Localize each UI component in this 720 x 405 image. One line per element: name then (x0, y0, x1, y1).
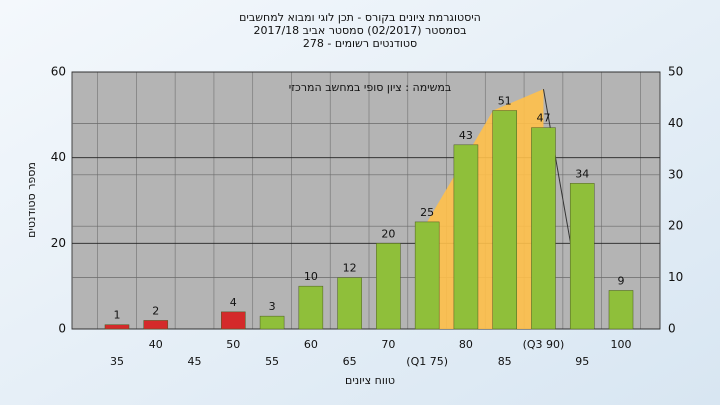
value-label: 2 (152, 304, 159, 317)
value-label: 3 (269, 300, 276, 313)
bar (376, 243, 401, 330)
y2-tick-label: 10 (668, 270, 683, 284)
value-label: 34 (575, 167, 589, 180)
bar (104, 324, 130, 330)
bar (259, 315, 285, 330)
value-label: 51 (498, 95, 512, 108)
y-tick-label: 40 (51, 150, 66, 164)
y-axis-label: מספר סטודנטים (25, 162, 38, 238)
quartile-line (542, 89, 572, 244)
chart-title: היסטוגרמת ציונים בקורס - תכן לוגי ומבוא … (239, 11, 481, 24)
bar (492, 110, 517, 330)
value-label: 47 (536, 112, 550, 125)
x-tick-label: 80 (459, 338, 473, 351)
value-label: 9 (618, 274, 625, 287)
y-tick-label: 20 (51, 236, 66, 250)
bar (453, 144, 479, 330)
y-tick-label: 0 (58, 322, 66, 336)
value-label: 1 (114, 309, 121, 322)
y2-tick-label: 50 (668, 65, 683, 79)
x-axis-label: טווח ציונים (345, 374, 395, 387)
value-label: 12 (343, 262, 357, 275)
plot-area (71, 71, 661, 330)
bar (298, 285, 324, 330)
bar (337, 277, 362, 330)
x-tick-label: 95 (575, 355, 589, 368)
chart-subtitle: בסמסטר (02/2017) סמסטר אביב 2017/18 (253, 24, 466, 37)
value-label: 10 (304, 270, 318, 283)
y2-tick-label: 20 (668, 219, 683, 233)
bar (221, 311, 246, 330)
x-tick-label: 65 (343, 355, 357, 368)
chart-subtitle: סטודנטים רשומים - 278 (303, 37, 417, 50)
value-label: 20 (381, 227, 395, 240)
value-label: 4 (230, 296, 237, 309)
y2-tick-label: 30 (668, 167, 683, 181)
x-tick-label: (Q1 75) (406, 355, 448, 368)
x-tick-label: 70 (381, 338, 395, 351)
x-tick-label: (Q3 90) (523, 338, 565, 351)
bar (569, 183, 595, 330)
x-tick-label: 35 (110, 355, 124, 368)
y2-tick-label: 40 (668, 116, 683, 130)
x-tick-label: 85 (498, 355, 512, 368)
bar (414, 221, 440, 330)
annotation: במשימה : ציון סופי במחשב המרכזי (289, 81, 452, 94)
x-tick-label: 45 (188, 355, 202, 368)
value-label: 25 (420, 206, 434, 219)
bar (608, 290, 634, 330)
bar (143, 320, 169, 330)
x-tick-label: 100 (611, 338, 632, 351)
value-label: 43 (459, 129, 473, 142)
bar (531, 127, 556, 330)
y2-tick-label: 0 (668, 322, 676, 336)
x-tick-label: 60 (304, 338, 318, 351)
x-tick-label: 55 (265, 355, 279, 368)
x-tick-label: 40 (149, 338, 163, 351)
x-tick-label: 50 (226, 338, 240, 351)
y-tick-label: 60 (51, 65, 66, 79)
